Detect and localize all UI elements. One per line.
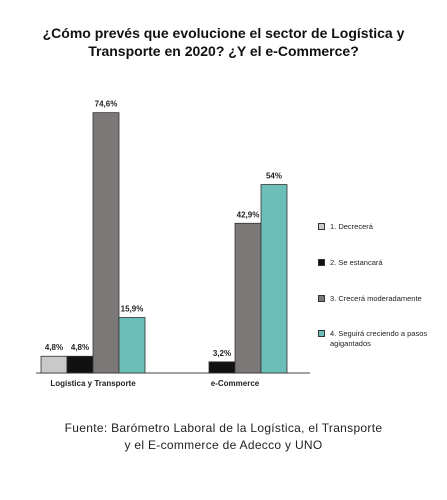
value-label: 4,8%: [71, 343, 89, 352]
legend-label: 4. Seguirá creciendo a pasos agigantados: [330, 329, 428, 348]
bar: [118, 317, 146, 374]
value-label: 74,6%: [95, 100, 118, 109]
legend-swatch: [318, 330, 325, 337]
value-label: 3,2%: [213, 349, 231, 358]
value-label: 42,9%: [237, 210, 260, 219]
source-note: Fuente: Barómetro Laboral de la Logístic…: [64, 421, 383, 452]
bar: [234, 222, 262, 374]
value-label: 15,9%: [121, 305, 144, 314]
x-tick-label: Logística y Transporte: [50, 379, 136, 388]
bar: [208, 361, 236, 374]
x-tick-label: e-Commerce: [211, 379, 260, 388]
legend-label: 1. Decrecerá: [330, 222, 373, 231]
value-label: 4,8%: [45, 343, 63, 352]
legend-label: 2. Se estancará: [330, 258, 383, 267]
value-label: 54%: [266, 172, 282, 181]
bar: [40, 355, 68, 374]
bar: [260, 184, 288, 374]
bar: [92, 112, 120, 374]
chart-title: ¿Cómo prevés que evolucione el sector de…: [42, 25, 405, 59]
legend-swatch: [318, 223, 325, 230]
legend-swatch: [318, 295, 325, 302]
legend-swatch: [318, 259, 325, 266]
legend-label: 3. Crecerá moderadamente: [330, 294, 422, 303]
bar: [66, 355, 94, 374]
